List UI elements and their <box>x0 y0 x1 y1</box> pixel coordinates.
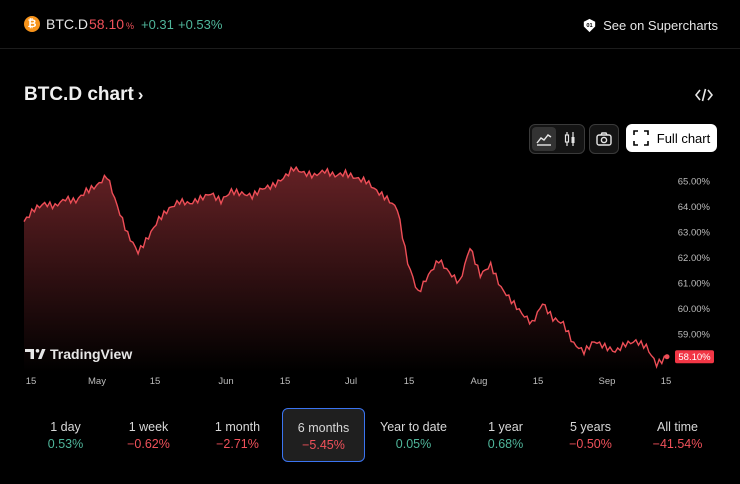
x-tick-label: Sep <box>599 376 616 387</box>
chevron-right-icon: › <box>137 85 144 104</box>
code-icon[interactable] <box>695 87 713 103</box>
period-change: 0.05% <box>395 437 432 451</box>
period-label: 1 year <box>488 420 523 434</box>
period-label: 1 month <box>214 420 261 434</box>
period-tab[interactable]: 6 months −5.45% <box>282 408 365 462</box>
symbol-label[interactable]: BTC.D <box>46 16 88 32</box>
period-tab[interactable]: 1 year 0.68% <box>464 408 547 462</box>
period-label: 1 week <box>128 420 169 434</box>
see-on-supercharts-link[interactable]: 01 See on Supercharts <box>581 17 718 34</box>
y-tick-label: 61.00% <box>678 278 711 289</box>
period-label: 5 years <box>570 420 611 434</box>
chart-style-toggle <box>529 124 585 154</box>
period-change: −0.50% <box>569 437 612 451</box>
period-tab[interactable]: 1 day 0.53% <box>24 408 107 462</box>
period-tab[interactable]: All time −41.54% <box>636 408 719 462</box>
x-axis: 15 May 15 Jun 15 Jul 15 Aug 15 Sep 15 <box>26 376 672 387</box>
period-label: All time <box>657 420 698 434</box>
period-change: −5.45% <box>302 438 345 452</box>
period-tab[interactable]: 1 week −0.62% <box>107 408 190 462</box>
area-fill <box>24 167 667 372</box>
x-tick-label: 15 <box>280 376 291 387</box>
plot-area <box>23 165 670 372</box>
tradingview-icon: 01 <box>583 18 596 33</box>
snapshot-button[interactable] <box>589 124 619 154</box>
series-line <box>23 165 668 370</box>
price-value: 58.10% <box>89 16 134 32</box>
period-tab[interactable]: Year to date 0.05% <box>372 408 455 462</box>
y-tick-label: 64.00% <box>678 202 711 213</box>
last-price-tag: 58.10% <box>675 350 714 364</box>
period-change: 0.53% <box>47 437 84 451</box>
area-style-button[interactable] <box>532 127 556 151</box>
camera-icon <box>596 132 612 146</box>
tradingview-logo-icon <box>25 349 34 359</box>
x-tick-label: 15 <box>26 376 37 387</box>
ticker-bar: ₿ BTC.D 58.10% +0.31 +0.53% 01 See on Su… <box>0 0 740 49</box>
period-change: −41.54% <box>652 437 703 451</box>
period-label: 6 months <box>297 421 350 435</box>
y-tick-label: 59.00% <box>678 329 711 340</box>
price-chart[interactable]: 65.00% 64.00% 63.00% 62.00% 61.00% 60.00% 59.0… <box>0 160 740 392</box>
fullscreen-icon <box>632 130 649 146</box>
period-change: 0.68% <box>487 437 524 451</box>
x-tick-label: May <box>88 376 106 387</box>
period-change: −0.62% <box>127 437 170 451</box>
period-tab[interactable]: 5 years −0.50% <box>549 408 632 462</box>
area-chart-icon <box>536 134 552 146</box>
period-tab[interactable]: 1 month −2.71% <box>196 408 279 462</box>
full-chart-label: Full chart <box>656 130 711 146</box>
y-tick-label: 65.00% <box>678 176 711 187</box>
period-label: 1 day <box>50 420 81 434</box>
bitcoin-icon: ₿ <box>24 16 40 32</box>
x-tick-label: 15 <box>661 376 672 387</box>
y-tick-label: 60.00% <box>678 304 711 315</box>
price-unit: % <box>126 21 135 31</box>
period-label: Year to date <box>380 420 447 434</box>
change-value: +0.31 <box>141 17 174 32</box>
x-tick-label: Aug <box>471 376 488 387</box>
full-chart-button[interactable]: Full chart <box>626 124 717 152</box>
see-on-supercharts-label: See on Supercharts <box>603 18 718 33</box>
x-tick-label: 15 <box>404 376 415 387</box>
watermark-label: TradingView <box>50 346 132 362</box>
candle-style-button[interactable] <box>558 127 582 151</box>
x-tick-label: 15 <box>533 376 544 387</box>
x-tick-label: Jul <box>345 376 357 387</box>
last-price-label: 58.10% <box>678 352 711 363</box>
period-change: −2.71% <box>216 437 259 451</box>
x-tick-label: 15 <box>150 376 161 387</box>
svg-text:01: 01 <box>586 23 592 29</box>
y-axis: 65.00% 64.00% 63.00% 62.00% 61.00% 60.00% 59.0… <box>678 176 711 340</box>
x-tick-label: Jun <box>218 376 233 387</box>
price-number: 58.10 <box>89 16 125 32</box>
last-point-marker <box>664 354 670 360</box>
change-percent: +0.53% <box>178 17 223 32</box>
page-title-text: BTC.D chart <box>24 84 134 105</box>
tradingview-watermark: TradingView <box>25 346 132 362</box>
page-title[interactable]: BTC.D chart › <box>24 84 143 106</box>
candlestick-icon <box>564 132 575 146</box>
last-price-tag-bg <box>675 350 714 364</box>
y-tick-label: 62.00% <box>678 253 711 264</box>
y-tick-label: 63.00% <box>678 227 711 238</box>
